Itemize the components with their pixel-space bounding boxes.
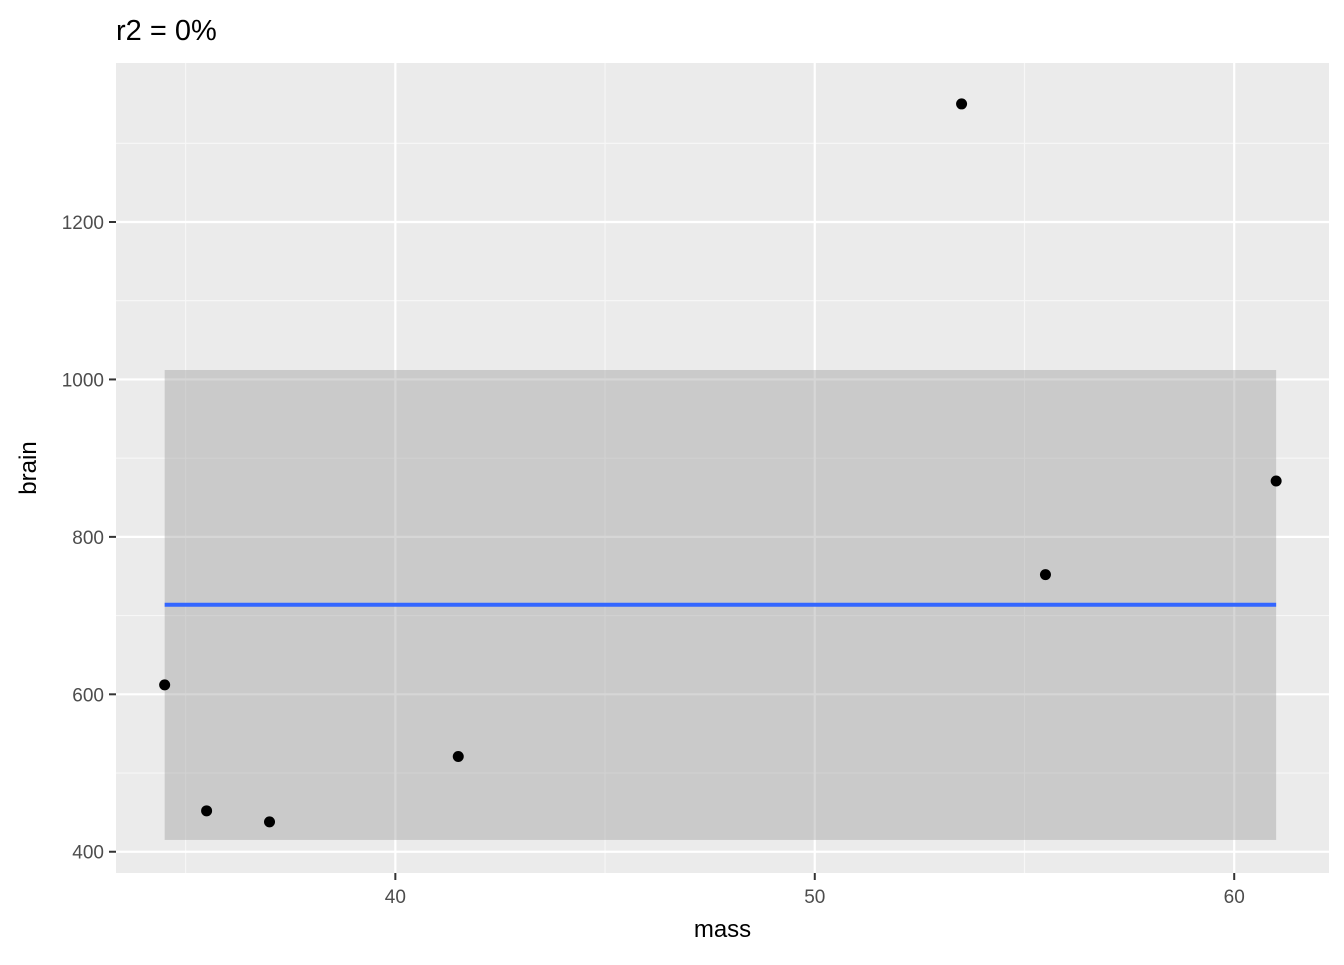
x-axis-title: mass: [694, 916, 751, 943]
y-tick-label: 1000: [62, 370, 104, 391]
y-tick-label: 1200: [62, 213, 104, 234]
chart-title: r2 = 0%: [116, 15, 217, 47]
data-point: [1039, 569, 1051, 581]
data-point: [956, 98, 968, 110]
y-tick-label: 400: [72, 843, 104, 864]
x-tick-label: 60: [1224, 887, 1245, 908]
x-tick-label: 50: [804, 887, 825, 908]
plot-panel: [116, 63, 1329, 873]
data-point: [1270, 475, 1282, 487]
data-point: [264, 816, 276, 828]
y-tick-label: 800: [72, 528, 104, 549]
x-tick-label: 40: [385, 887, 406, 908]
y-tick-label: 600: [72, 685, 104, 706]
data-point: [201, 805, 213, 817]
axes: 40 50 60 400 600 800 1000 1200: [62, 213, 1245, 908]
grid-lines: [116, 63, 1329, 873]
data-point: [159, 679, 171, 691]
data-point: [452, 750, 464, 762]
y-axis-title: brain: [15, 441, 42, 494]
data-points: [159, 98, 1282, 828]
